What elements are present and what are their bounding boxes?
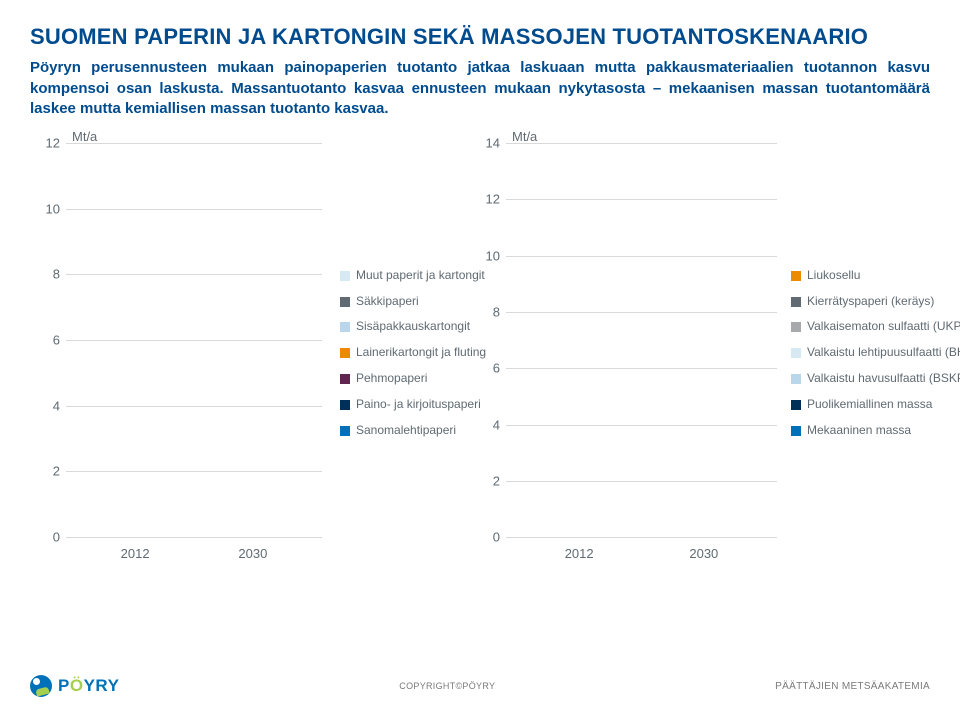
footer-copyright: COPYRIGHT©PÖYRY — [399, 681, 495, 691]
grid-line — [506, 481, 777, 482]
left-chart-block: Mt/a 02468101220122030 Muut paperit ja k… — [30, 133, 500, 573]
grid-line — [66, 471, 322, 472]
legend-swatch — [340, 271, 350, 281]
y-tick: 2 — [36, 464, 60, 479]
legend-swatch — [791, 426, 801, 436]
right-y-unit: Mt/a — [512, 129, 537, 144]
legend-item-bskp: Valkaistu havusulfaatti (BSKP) — [791, 372, 960, 386]
legend-item-bhkp: Valkaistu lehtipuusulfaatti (BHKP) — [791, 346, 960, 360]
legend-swatch — [791, 271, 801, 281]
legend-swatch — [791, 322, 801, 332]
legend-label: Valkaistu havusulfaatti (BSKP) — [807, 372, 960, 386]
right-chart-block: Mt/a 0246810121420122030 LiukoselluKierr… — [470, 133, 960, 573]
y-tick: 14 — [476, 136, 500, 151]
grid-line — [506, 368, 777, 369]
legend-swatch — [340, 400, 350, 410]
grid-line — [66, 274, 322, 275]
footer-right: PÄÄTTÄJIEN METSÄAKATEMIA — [775, 681, 930, 692]
y-tick: 2 — [476, 473, 500, 488]
y-tick: 8 — [36, 267, 60, 282]
legend-label: Pehmopaperi — [356, 372, 427, 386]
grid-line — [506, 256, 777, 257]
legend-label: Kierrätyspaperi (keräys) — [807, 295, 934, 309]
legend-swatch — [340, 348, 350, 358]
legend-label: Paino- ja kirjoituspaperi — [356, 398, 481, 412]
grid-line — [506, 312, 777, 313]
footer: PÖYRY COPYRIGHT©PÖYRY PÄÄTTÄJIEN METSÄAK… — [0, 661, 960, 711]
grid-line — [66, 209, 322, 210]
legend-swatch — [340, 374, 350, 384]
left-chart: Mt/a 02468101220122030 — [30, 133, 330, 573]
legend-label: Mekaaninen massa — [807, 424, 911, 438]
legend-label: Sanomalehtipaperi — [356, 424, 456, 438]
legend-swatch — [791, 297, 801, 307]
legend-label: Lainerikartongit ja fluting — [356, 346, 486, 360]
y-tick: 8 — [476, 304, 500, 319]
slide-title: SUOMEN PAPERIN JA KARTONGIN SEKÄ MASSOJE… — [30, 24, 930, 50]
y-tick: 10 — [36, 201, 60, 216]
y-tick: 0 — [476, 530, 500, 545]
legend-swatch — [791, 374, 801, 384]
legend-label: Sisäpakkauskartongit — [356, 320, 470, 334]
legend-label: Muut paperit ja kartongit — [356, 269, 485, 283]
logo-icon — [30, 675, 52, 697]
legend-item-kerays: Kierrätyspaperi (keräys) — [791, 295, 960, 309]
y-tick: 4 — [476, 417, 500, 432]
y-tick: 0 — [36, 530, 60, 545]
grid-line — [506, 537, 777, 538]
legend-swatch — [340, 297, 350, 307]
legend-swatch — [340, 322, 350, 332]
legend-swatch — [791, 400, 801, 410]
logo: PÖYRY — [30, 675, 119, 697]
x-tick: 2030 — [238, 546, 267, 561]
legend-item-puolikem: Puolikemiallinen massa — [791, 398, 960, 412]
x-tick: 2030 — [689, 546, 718, 561]
legend-item-liuko: Liukosellu — [791, 269, 960, 283]
y-tick: 4 — [36, 398, 60, 413]
legend-item-ukp: Valkaisematon sulfaatti (UKP) — [791, 320, 960, 334]
right-legend: Liukosellu Kierrätyspaperi (keräys) Valkai… — [785, 133, 960, 573]
legend-label: Puolikemiallinen massa — [807, 398, 932, 412]
y-tick: 12 — [476, 192, 500, 207]
y-tick: 12 — [36, 136, 60, 151]
y-tick: 6 — [476, 361, 500, 376]
slide-body: Pöyryn perusennusteen mukaan painopaperi… — [30, 58, 930, 119]
right-chart: Mt/a 0246810121420122030 — [470, 133, 785, 573]
logo-text: PÖYRY — [58, 676, 119, 696]
grid-line — [66, 537, 322, 538]
legend-label: Valkaisematon sulfaatti (UKP) — [807, 320, 960, 334]
legend-label: Liukosellu — [807, 269, 860, 283]
right-plot: 0246810121420122030 — [506, 143, 777, 537]
grid-line — [66, 406, 322, 407]
grid-line — [66, 143, 322, 144]
slide: SUOMEN PAPERIN JA KARTONGIN SEKÄ MASSOJE… — [0, 0, 960, 711]
left-plot: 02468101220122030 — [66, 143, 322, 537]
left-y-unit: Mt/a — [72, 129, 97, 144]
x-tick: 2012 — [565, 546, 594, 561]
y-tick: 6 — [36, 333, 60, 348]
legend-item-mekaaninen: Mekaaninen massa — [791, 424, 960, 438]
grid-line — [506, 143, 777, 144]
grid-line — [506, 425, 777, 426]
x-tick: 2012 — [121, 546, 150, 561]
legend-swatch — [791, 348, 801, 358]
grid-line — [66, 340, 322, 341]
grid-line — [506, 199, 777, 200]
y-tick: 10 — [476, 248, 500, 263]
legend-swatch — [340, 426, 350, 436]
charts-row: Mt/a 02468101220122030 Muut paperit ja k… — [30, 133, 930, 573]
legend-label: Valkaistu lehtipuusulfaatti (BHKP) — [807, 346, 960, 360]
legend-label: Säkkipaperi — [356, 295, 419, 309]
